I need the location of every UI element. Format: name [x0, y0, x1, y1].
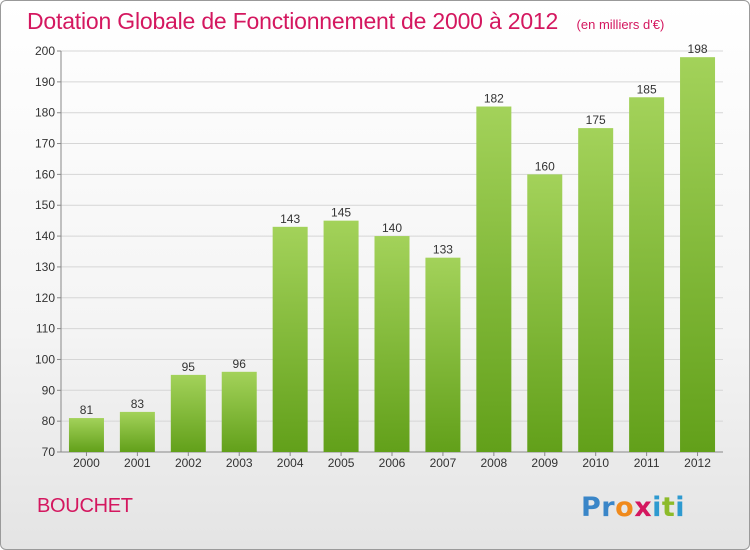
y-tick-label: 70 [42, 445, 56, 459]
bar-2006 [374, 236, 410, 452]
value-label-2010: 175 [586, 113, 606, 127]
x-tick-label-2012: 2012 [684, 456, 711, 470]
bar-2010 [578, 128, 614, 452]
bar-2012 [680, 57, 716, 453]
y-tick-label: 150 [35, 198, 55, 212]
logo-letter: x [634, 492, 653, 523]
x-tick-label-2000: 2000 [73, 456, 100, 470]
chart-title: Dotation Globale de Fonctionnement de 20… [27, 8, 559, 34]
logo-letter: o [615, 492, 635, 523]
y-tick-label: 160 [35, 167, 55, 181]
y-tick-label: 110 [36, 322, 55, 336]
x-tick-label-2009: 2009 [531, 456, 558, 470]
x-tick-label-2001: 2001 [124, 456, 151, 470]
bar-2007 [425, 257, 461, 452]
y-tick-label: 190 [35, 75, 55, 89]
y-tick-label: 90 [42, 383, 56, 397]
value-label-2001: 83 [131, 397, 145, 411]
logo-letter: i [675, 492, 686, 523]
x-tick-label-2005: 2005 [328, 456, 355, 470]
logo-letter: i [652, 492, 662, 523]
value-label-2003: 96 [233, 357, 247, 371]
bar-2000 [68, 418, 104, 452]
x-tick-label-2002: 2002 [175, 456, 202, 470]
y-tick-label: 120 [35, 291, 55, 305]
x-tick-label-2007: 2007 [430, 456, 457, 470]
y-tick-label: 100 [35, 352, 55, 366]
logo-letter: t [661, 492, 676, 523]
x-tick-label-2011: 2011 [634, 456, 660, 470]
title-row: Dotation Globale de Fonctionnement de 20… [27, 8, 664, 35]
value-label-2005: 145 [331, 206, 351, 220]
value-label-2011: 185 [637, 82, 657, 96]
proxiti-logo: Proxiti [581, 492, 685, 523]
logo-letter: P [581, 492, 602, 523]
y-tick-label: 80 [42, 414, 56, 428]
x-tick-label-2010: 2010 [582, 456, 609, 470]
bar-2003 [221, 371, 257, 452]
y-tick-label: 180 [35, 106, 55, 120]
bar-2011 [629, 97, 665, 453]
value-label-2006: 140 [382, 221, 402, 235]
y-tick-label: 200 [35, 44, 55, 58]
bar-2002 [170, 374, 206, 452]
x-tick-label-2008: 2008 [480, 456, 507, 470]
value-label-2004: 143 [280, 212, 300, 226]
value-label-2009: 160 [535, 159, 555, 173]
chart-unit: (en milliers d'€) [576, 17, 665, 32]
y-tick-label: 140 [35, 229, 55, 243]
x-tick-label-2003: 2003 [226, 456, 253, 470]
labels: 81 2000 83 2001 95 2002 96 2003 143 2004 145 2005 14… [73, 42, 711, 470]
value-label-2008: 182 [484, 92, 504, 106]
x-tick-label-2004: 2004 [277, 456, 304, 470]
bar-2005 [323, 220, 359, 452]
bar-2004 [272, 226, 308, 452]
bar-2009 [527, 174, 563, 452]
y-tick-label: 170 [35, 137, 55, 151]
bar-2001 [119, 411, 155, 452]
logo-letter: r [601, 492, 616, 523]
value-label-2000: 81 [80, 403, 94, 417]
x-tick-label-2006: 2006 [379, 456, 406, 470]
value-label-2002: 95 [182, 360, 196, 374]
y-tick-label: 130 [35, 260, 55, 274]
commune-name: BOUCHET [37, 495, 133, 517]
value-label-2012: 198 [688, 42, 708, 56]
bar-2008 [476, 106, 512, 453]
bars [68, 57, 716, 453]
value-label-2007: 133 [433, 243, 453, 257]
